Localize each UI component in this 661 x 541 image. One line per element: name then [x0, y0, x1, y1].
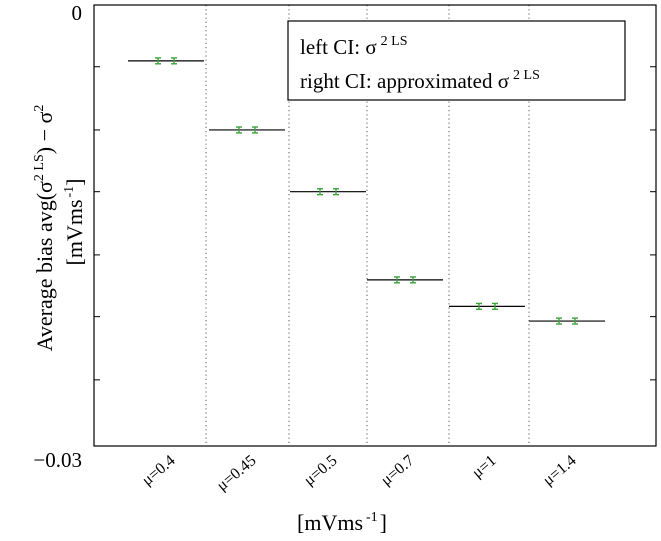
plot-frame: [93, 4, 657, 447]
legend-box: [287, 20, 626, 101]
right-ci-5: [572, 317, 578, 325]
left-ci-4: [476, 302, 482, 310]
y-axis-title: Average bias avg(σ2 LS) − σ2: [32, 105, 57, 352]
y-axis-title-units: [mVms-1]: [62, 179, 87, 266]
right-ci-4: [492, 302, 498, 310]
x-tick-label-1: μ=0.45: [214, 452, 260, 494]
y-axis-title-line2: [mVms-1]: [62, 179, 87, 266]
left-ci-2: [317, 188, 323, 196]
x-tick-label-2: μ=0.5: [301, 452, 341, 489]
x-tick-label-5: μ=1.4: [540, 452, 580, 489]
chart-marks: [128, 57, 605, 325]
left-ci-3: [394, 276, 400, 284]
y-tick-label-top: 0: [72, 1, 83, 25]
y-ticks: [94, 66, 656, 381]
x-tick-label-3: μ=0.7: [378, 452, 418, 489]
y-tick-label-bottom: −0.03: [33, 448, 82, 472]
right-ci-2: [333, 188, 339, 196]
x-tick-label-4: μ=1: [469, 452, 500, 481]
x-axis-title: [mVms -1]: [297, 510, 387, 535]
x-tick-labels: μ=0.4 μ=0.45 μ=0.5 μ=0.7 μ=1 μ=1.4: [139, 452, 580, 494]
left-ci-0: [155, 57, 161, 65]
left-ci-1: [236, 126, 242, 134]
right-ci-0: [171, 57, 177, 65]
right-ci-1: [252, 126, 258, 134]
right-ci-3: [410, 276, 416, 284]
left-ci-5: [556, 317, 562, 325]
y-axis-title-line1: Average bias avg(σ2 LS) − σ2: [32, 105, 57, 352]
x-tick-label-0: μ=0.4: [139, 452, 179, 489]
